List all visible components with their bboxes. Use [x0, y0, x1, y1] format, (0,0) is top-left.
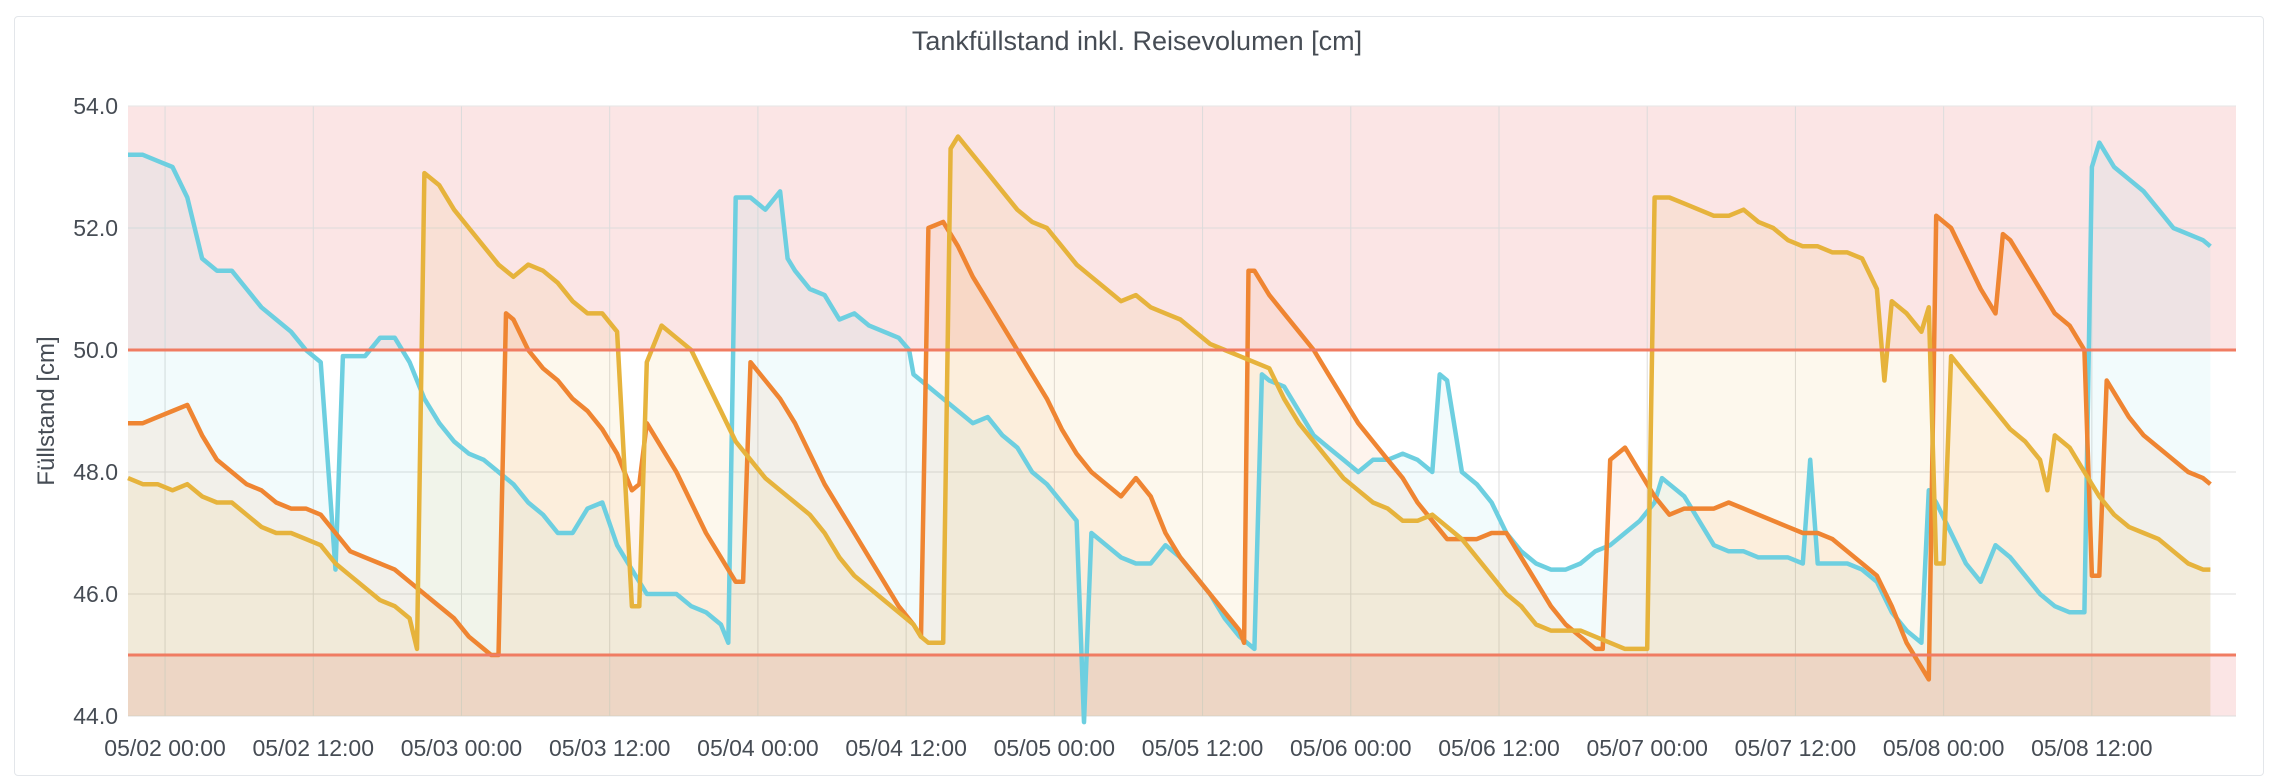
- series-line-2: [127, 134, 2211, 652]
- x-tick-label-9: 05/06 12:00: [1438, 735, 1560, 761]
- series-fill-0: [128, 142, 2211, 723]
- y-tick-label-2: 48.0: [73, 459, 118, 485]
- y-tick-label-0: 44.0: [73, 703, 118, 729]
- y-tick-label-1: 46.0: [73, 581, 118, 607]
- x-tick-label-8: 05/06 00:00: [1290, 735, 1412, 761]
- x-tick-label-0: 05/02 00:00: [104, 735, 226, 761]
- y-tick-label-4: 52.0: [73, 215, 118, 241]
- y-tick-label-5: 54.0: [73, 93, 118, 119]
- x-tick-label-12: 05/08 00:00: [1883, 735, 2005, 761]
- band-1: [128, 655, 2236, 716]
- x-tick-label-11: 05/07 12:00: [1735, 735, 1857, 761]
- series-fill-1: [128, 215, 2211, 717]
- y-tick-label-3: 50.0: [73, 337, 118, 363]
- chart-title: Tankfüllstand inkl. Reisevolumen [cm]: [911, 26, 1363, 56]
- x-tick-label-7: 05/05 12:00: [1142, 735, 1264, 761]
- x-tick-label-1: 05/02 12:00: [253, 735, 375, 761]
- y-axis-label: Füllstand [cm]: [33, 336, 60, 485]
- x-tick-label-6: 05/05 00:00: [994, 735, 1116, 761]
- x-tick-label-4: 05/04 00:00: [697, 735, 819, 761]
- x-tick-label-2: 05/03 00:00: [401, 735, 523, 761]
- x-tick-label-13: 05/08 12:00: [2031, 735, 2153, 761]
- series-fill-2: [128, 136, 2211, 716]
- x-tick-label-5: 05/04 12:00: [845, 735, 967, 761]
- x-tick-label-10: 05/07 00:00: [1586, 735, 1708, 761]
- x-tick-label-3: 05/03 12:00: [549, 735, 671, 761]
